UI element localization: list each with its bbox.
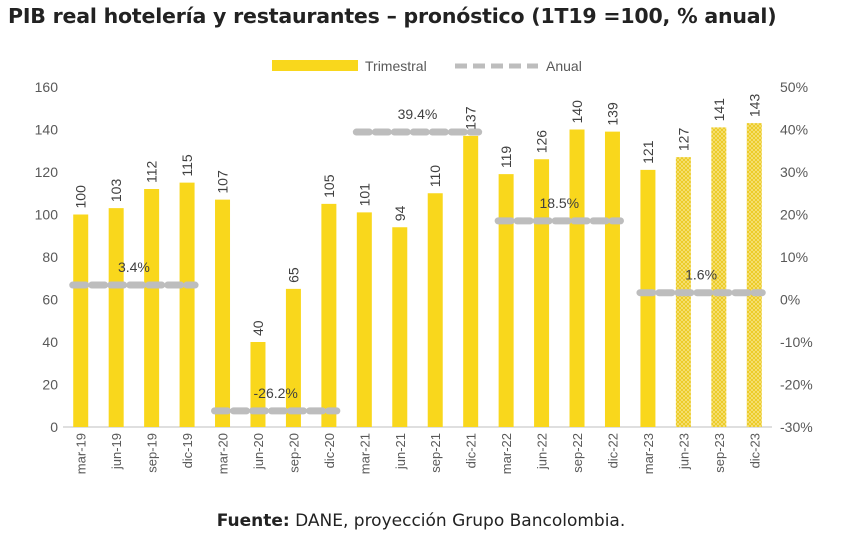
y-right-tick-label: 30% — [780, 164, 808, 180]
x-tick-label: sep-21 — [428, 433, 443, 473]
x-tick-label: mar-22 — [499, 433, 514, 474]
bar-dic-22 — [604, 131, 620, 427]
bar-mar-22 — [498, 174, 514, 427]
y-left-tick-label: 40 — [42, 334, 58, 350]
data-labels: 100 103 112 115 107 40 65 105 101 94 110 137 119 126 1… — [73, 94, 763, 401]
bar-value-label: 107 — [215, 170, 231, 194]
y-right-tick-label: -10% — [780, 334, 813, 350]
source-label: Fuente: — [216, 511, 290, 531]
y-right-tick-label: 50% — [780, 79, 808, 95]
x-tick-label: jun-21 — [393, 433, 408, 470]
bar-mar-23 — [640, 169, 656, 427]
bar-value-label: 110 — [427, 165, 443, 188]
bar-dic-20 — [321, 203, 337, 427]
anual-value-label: 18.5% — [539, 195, 579, 211]
bar-jun-22 — [534, 159, 550, 427]
legend-swatch-trimestral — [272, 60, 358, 71]
anual-value-label: -26.2% — [254, 385, 298, 401]
bar-sep-22 — [569, 129, 585, 427]
y-left-tick-label: 60 — [42, 292, 58, 308]
y-right-tick-label: -20% — [780, 377, 813, 393]
bar-value-label: 140 — [569, 100, 585, 124]
bar-sep-21 — [427, 193, 443, 427]
legend-label-trimestral: Trimestral — [365, 58, 427, 74]
bar-dic-21 — [463, 135, 479, 427]
bar-sep-23 — [711, 127, 727, 427]
x-tick-label: dic-21 — [464, 433, 479, 468]
y-left-tick-label: 160 — [35, 79, 59, 95]
x-tick-label: mar-20 — [216, 433, 231, 474]
bar-value-label: 100 — [73, 185, 89, 209]
bar-value-label: 121 — [640, 140, 656, 164]
bar-value-label: 141 — [711, 98, 727, 122]
y-left-tick-label: 0 — [50, 419, 58, 435]
bar-value-label: 40 — [250, 320, 266, 336]
x-tick-label: mar-21 — [357, 433, 372, 474]
x-tick-label: jun-20 — [251, 433, 266, 470]
x-tick-label: dic-22 — [605, 433, 620, 468]
y-left-tick-label: 100 — [35, 207, 59, 223]
source-text: DANE, proyección Grupo Bancolombia. — [295, 511, 626, 531]
x-tick-label: dic-19 — [180, 433, 195, 468]
bar-value-label: 119 — [498, 146, 514, 169]
bar-value-label: 115 — [179, 154, 195, 177]
x-tick-label: dic-20 — [322, 433, 337, 468]
bar-jun-19 — [108, 208, 124, 427]
bar-value-label: 105 — [321, 174, 337, 198]
bar-value-label: 143 — [746, 94, 762, 118]
y-left-tick-label: 80 — [42, 249, 58, 265]
bar-value-label: 127 — [675, 128, 691, 152]
y-right-tick-label: 20% — [780, 207, 808, 223]
chart-title: PIB real hotelería y restaurantes – pron… — [8, 4, 777, 28]
bar-value-label: 126 — [534, 130, 550, 154]
bar-dic-23 — [746, 123, 762, 427]
x-tick-label: sep-23 — [712, 433, 727, 473]
y-right-tick-label: 10% — [780, 249, 808, 265]
y-left-tick-label: 20 — [42, 377, 58, 393]
bars — [73, 123, 762, 427]
x-tick-label: sep-19 — [145, 433, 160, 473]
x-tick-label: sep-22 — [570, 433, 585, 473]
bar-mar-20 — [215, 199, 231, 427]
bar-sep-20 — [285, 288, 301, 427]
bar-mar-21 — [356, 212, 372, 427]
bar-value-label: 103 — [108, 179, 124, 203]
x-tick-label: jun-22 — [535, 433, 550, 470]
legend: Trimestral Anual — [272, 58, 582, 74]
bar-value-label: 112 — [144, 160, 160, 183]
y-right-tick-label: 0% — [780, 292, 800, 308]
source-note: Fuente: DANE, proyección Grupo Bancolomb… — [0, 511, 842, 531]
anual-line — [69, 128, 766, 415]
y-left-tick-label: 140 — [35, 122, 59, 138]
bar-dic-19 — [179, 182, 195, 427]
y-right-tick-label: -30% — [780, 419, 813, 435]
bar-jun-20 — [250, 342, 266, 427]
bar-value-label: 137 — [463, 106, 479, 130]
bar-sep-19 — [144, 189, 160, 427]
x-tick-label: mar-23 — [641, 433, 656, 474]
bar-mar-19 — [73, 214, 89, 427]
x-tick-label: dic-23 — [747, 433, 762, 468]
bar-value-label: 101 — [356, 183, 372, 207]
x-tick-label: sep-20 — [286, 433, 301, 473]
y-right-tick-label: 40% — [780, 122, 808, 138]
anual-value-label: 1.6% — [685, 267, 717, 283]
x-tick-label: jun-19 — [109, 433, 124, 470]
x-tick-label: mar-19 — [74, 433, 89, 474]
legend-label-anual: Anual — [546, 58, 582, 74]
anual-value-label: 39.4% — [398, 106, 438, 122]
bar-value-label: 94 — [392, 205, 408, 221]
bar-value-label: 139 — [604, 102, 620, 126]
y-left-tick-label: 120 — [35, 164, 59, 180]
bar-jun-21 — [392, 227, 408, 427]
x-tick-label: jun-23 — [676, 433, 691, 470]
anual-value-label: 3.4% — [118, 259, 150, 275]
axes: 0 20 40 60 80 100 120 140 160 -30% -20% -10% 0% 10% 20… — [35, 79, 813, 474]
bar-value-label: 65 — [285, 267, 301, 283]
